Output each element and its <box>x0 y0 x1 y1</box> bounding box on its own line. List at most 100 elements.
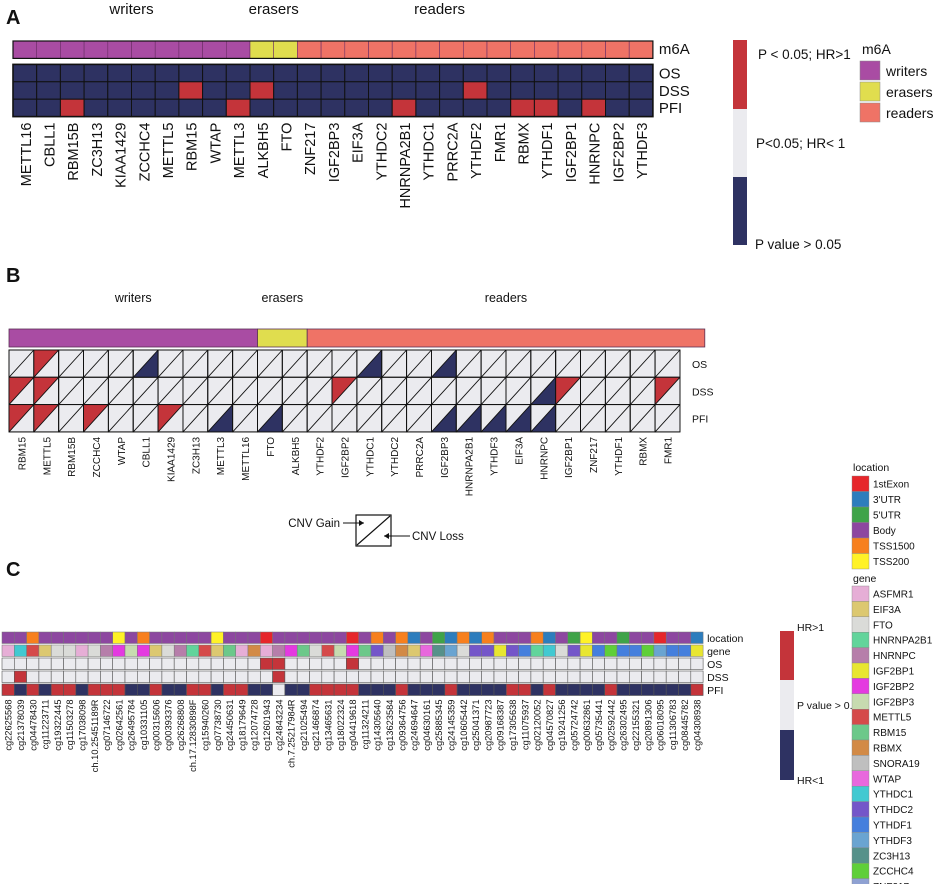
dss-cell <box>124 670 138 683</box>
cnv-diagonal <box>555 376 581 405</box>
pfi-cell <box>38 683 52 696</box>
heat-cell <box>131 81 156 100</box>
legend-label-writers: writers <box>885 63 927 79</box>
gene-cell <box>444 644 458 657</box>
legend-swatch-readers <box>859 102 881 123</box>
probe-label: cg09364756 <box>397 700 407 751</box>
m6a-cell <box>12 40 38 59</box>
legend-swatch-gene <box>851 693 870 710</box>
heat-cell <box>486 63 512 83</box>
row-label-os: OS <box>659 65 681 82</box>
row-label-pfi: PFI <box>692 414 708 426</box>
pfi-cell <box>604 683 618 696</box>
gene-cell <box>629 644 642 657</box>
dss-cell <box>247 670 261 683</box>
heat-cell <box>391 63 417 83</box>
cnv-diagonal <box>629 404 656 433</box>
heat-cell <box>36 98 61 118</box>
location-cell <box>481 631 495 644</box>
os-cell <box>579 657 593 670</box>
probe-label: cg18179649 <box>237 700 247 751</box>
os-cell <box>555 657 569 670</box>
heat-cell <box>581 63 606 83</box>
heat-cell <box>12 98 38 118</box>
legend-label-gene: YTHDF1 <box>873 821 912 832</box>
heat-cell <box>628 98 654 118</box>
legend-label-gene: RBM15 <box>873 728 907 739</box>
gene-label: YTHDF1 <box>614 436 625 475</box>
cnv-diagonal <box>58 376 84 405</box>
gene-cell <box>186 644 200 657</box>
gene-cell <box>63 644 77 657</box>
location-cell <box>100 631 113 644</box>
os-cell <box>628 657 642 670</box>
location-cell <box>567 631 581 644</box>
dss-cell <box>678 670 692 683</box>
gene-label: IGF2BP1 <box>564 436 575 478</box>
location-cell <box>260 631 273 644</box>
gene-cell <box>616 644 630 657</box>
location-cell <box>395 631 409 644</box>
legend-swatch-location <box>851 522 870 539</box>
heat-cell <box>273 63 298 83</box>
group-label-erasers: erasers <box>249 1 299 18</box>
cnv-diagonal <box>629 349 656 378</box>
cnv-diagonal <box>381 349 407 378</box>
location-cell <box>296 631 310 644</box>
os-cell <box>173 657 187 670</box>
probe-label: cg26302495 <box>619 700 629 751</box>
scale-low <box>733 109 747 177</box>
location-cell <box>407 631 421 644</box>
probe-label: cg10605442 <box>459 700 469 751</box>
legend-label-gene: HNRNPC <box>873 651 916 662</box>
pfi-cell <box>284 683 298 696</box>
pfi-cell <box>309 683 323 696</box>
pfi-cell <box>186 683 200 696</box>
location-cell <box>641 631 655 644</box>
gene-cell <box>690 644 704 657</box>
cnv-diagonal <box>530 376 557 405</box>
os-cell <box>382 657 396 670</box>
legend-swatch-gene <box>851 847 870 864</box>
gene-label: HNRNPC <box>588 123 604 185</box>
cnv-diagonal <box>33 404 60 433</box>
probe-label: cg05735441 <box>594 700 604 751</box>
probe-label: cg11223711 <box>41 700 51 750</box>
m6a-cell <box>297 40 322 59</box>
location-cell <box>284 631 298 644</box>
location-cell <box>235 631 249 644</box>
probe-label: ch.10.25451189R <box>90 699 100 772</box>
location-cell <box>210 631 224 644</box>
os-cell <box>38 657 52 670</box>
cnv-diagonal <box>182 349 209 378</box>
cnv-diagonal <box>331 349 358 378</box>
gene-cell <box>469 644 482 657</box>
heat-cell <box>557 81 583 100</box>
heat-cell <box>59 81 85 100</box>
dss-cell <box>653 670 667 683</box>
scale-high <box>780 631 794 680</box>
cnv-key-arrowhead-gain <box>359 520 364 526</box>
probe-label: cg22155321 <box>631 700 641 751</box>
location-cell <box>665 631 679 644</box>
cnv-diagonal <box>58 349 84 378</box>
cnv-diagonal <box>629 376 656 405</box>
heat-cell <box>36 63 61 83</box>
heat-cell <box>154 81 180 100</box>
os-cell <box>210 657 224 670</box>
cnv-diagonal <box>555 404 581 433</box>
cnv-diagonal <box>331 376 358 405</box>
gene-cell <box>50 644 64 657</box>
heat-cell <box>178 81 204 100</box>
cnv-diagonal <box>157 404 184 433</box>
legend-swatch-gene <box>851 662 870 679</box>
cnv-diagonal <box>207 376 233 405</box>
location-cell <box>149 631 163 644</box>
scale-label-low: HR<1 <box>797 775 824 787</box>
legend-swatch-erasers <box>859 81 881 102</box>
cnv-loss-label: CNV Loss <box>412 531 464 543</box>
pfi-cell <box>690 683 704 696</box>
cnv-diagonal <box>232 349 258 378</box>
probe-label: cg09168387 <box>496 700 506 751</box>
